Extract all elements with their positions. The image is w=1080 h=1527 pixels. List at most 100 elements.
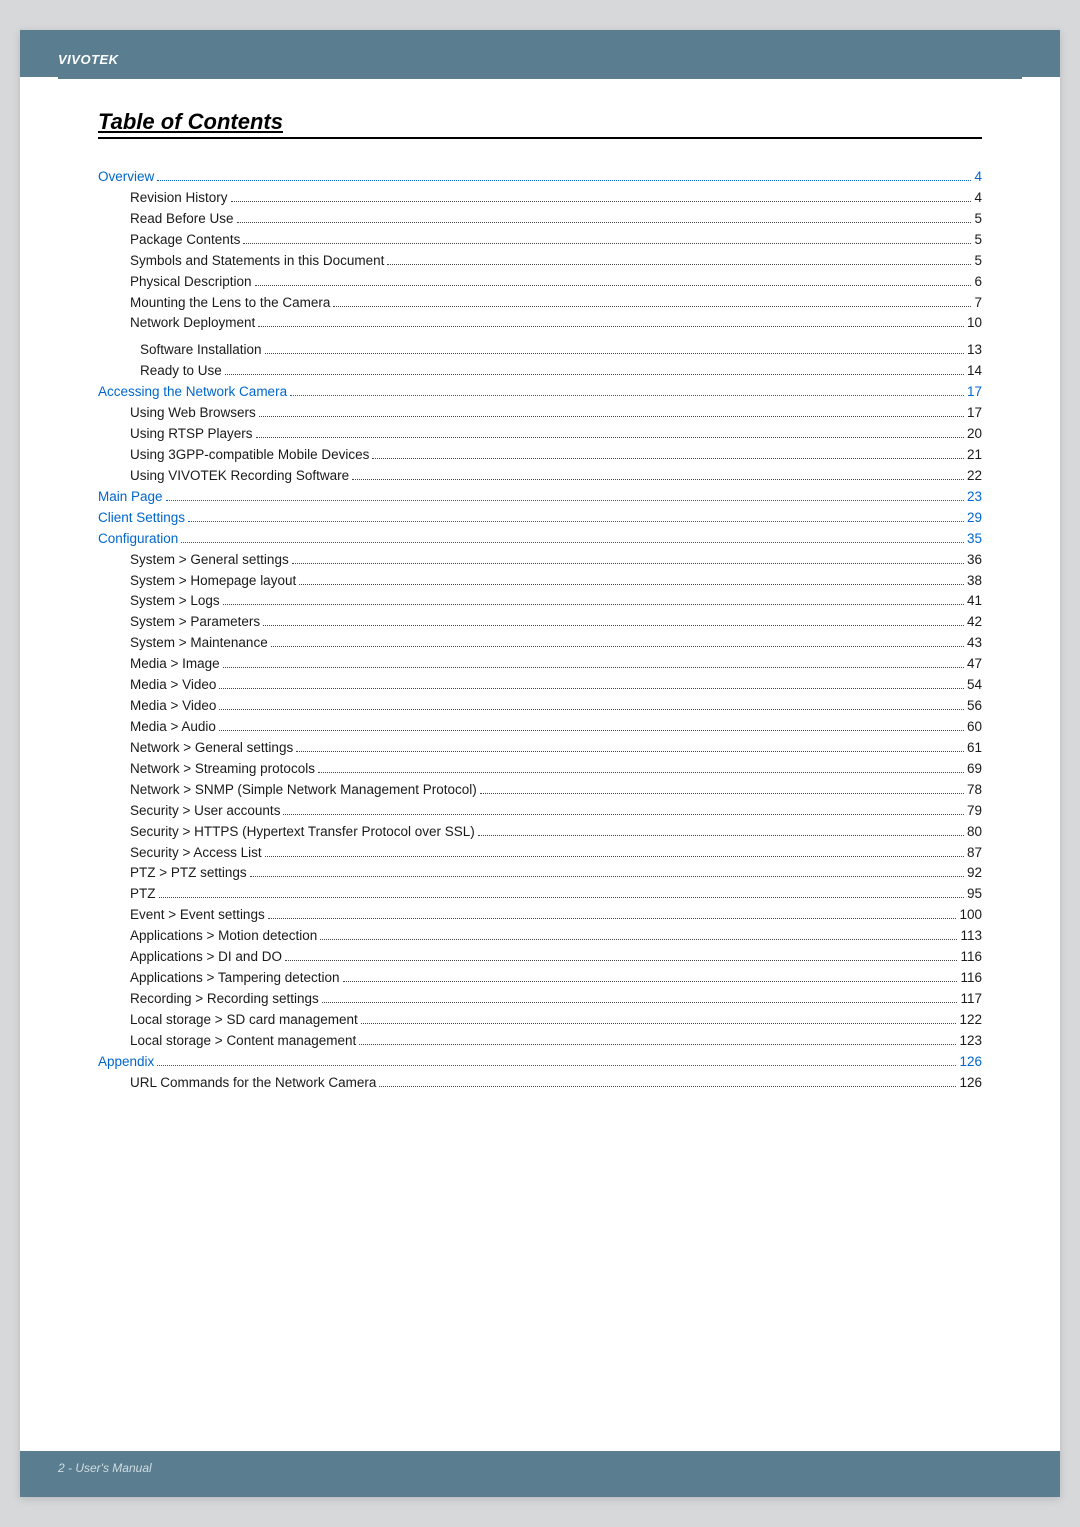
document-page: VIVOTEK Table of Contents Overview4Revis…	[20, 30, 1060, 1497]
toc-page-number: 5	[974, 251, 982, 272]
toc-page-number: 22	[967, 466, 982, 487]
toc-leader-dots	[320, 939, 957, 940]
toc-page-number: 69	[967, 759, 982, 780]
toc-leader-dots	[188, 521, 964, 522]
toc-entry: Using Web Browsers17	[98, 403, 982, 424]
toc-leader-dots	[299, 584, 964, 585]
toc-leader-dots	[157, 180, 971, 181]
toc-leader-dots	[256, 437, 964, 438]
toc-label: Security > HTTPS (Hypertext Transfer Pro…	[130, 822, 475, 843]
toc-leader-dots	[231, 201, 972, 202]
toc-entry: Software Installation13	[98, 340, 982, 361]
toc-page-number: 116	[960, 968, 982, 989]
toc-entry: PTZ95	[98, 884, 982, 905]
toc-entry: Local storage > SD card management122	[98, 1010, 982, 1031]
header-bar: VIVOTEK	[20, 30, 1060, 77]
toc-leader-dots	[219, 730, 964, 731]
toc-page-number: 10	[967, 313, 982, 334]
toc-page-number: 113	[960, 926, 982, 947]
toc-leader-dots	[361, 1023, 957, 1024]
toc-label: Package Contents	[130, 230, 240, 251]
toc-entry: System > Homepage layout 38	[98, 571, 982, 592]
toc-label: System > Homepage layout	[130, 571, 296, 592]
brand-text: VIVOTEK	[58, 52, 119, 67]
toc-section-link[interactable]: Client Settings29	[98, 508, 982, 529]
toc-entry: System > Maintenance43	[98, 633, 982, 654]
toc-entry: System > Logs41	[98, 591, 982, 612]
toc-section-link[interactable]: Overview4	[98, 167, 982, 188]
toc-entry: Revision History4	[98, 188, 982, 209]
toc-label: Physical Description	[130, 272, 252, 293]
toc-page-number: 43	[967, 633, 982, 654]
toc-page-number: 4	[974, 167, 982, 188]
toc-leader-dots	[265, 856, 964, 857]
toc-label: Local storage > SD card management	[130, 1010, 358, 1031]
toc-page-number: 92	[967, 863, 982, 884]
toc-page-number: 17	[967, 403, 982, 424]
toc-label: Client Settings	[98, 508, 185, 529]
toc-label: Network Deployment	[130, 313, 255, 334]
toc-label: Local storage > Content management	[130, 1031, 356, 1052]
toc-leader-dots	[243, 243, 971, 244]
toc-page-number: 7	[974, 293, 982, 314]
toc-section-link[interactable]: Main Page23	[98, 487, 982, 508]
footer-text: 2 - User's Manual	[58, 1461, 152, 1475]
toc-label: Appendix	[98, 1052, 154, 1073]
toc-page-number: 87	[967, 843, 982, 864]
toc-page-number: 23	[967, 487, 982, 508]
toc-page-number: 5	[974, 230, 982, 251]
toc-leader-dots	[318, 772, 964, 773]
toc-leader-dots	[259, 416, 964, 417]
toc-label: Configuration	[98, 529, 178, 550]
toc-section-link[interactable]: Appendix126	[98, 1052, 982, 1073]
toc-entry: Applications > DI and DO116	[98, 947, 982, 968]
toc-leader-dots	[219, 688, 964, 689]
toc-label: URL Commands for the Network Camera	[130, 1073, 376, 1094]
toc-leader-dots	[223, 667, 964, 668]
toc-label: System > Logs	[130, 591, 220, 612]
toc-label: Media > Image	[130, 654, 220, 675]
toc-leader-dots	[225, 374, 964, 375]
toc-entry: Network Deployment 10	[98, 313, 982, 334]
toc-page-number: 95	[967, 884, 982, 905]
toc-page-number: 56	[967, 696, 982, 717]
toc-entry: System > General settings36	[98, 550, 982, 571]
toc-leader-dots	[290, 395, 964, 396]
toc-leader-dots	[285, 960, 958, 961]
toc-leader-dots	[478, 835, 964, 836]
toc-page-number: 36	[967, 550, 982, 571]
toc-section-link[interactable]: Accessing the Network Camera 17	[98, 382, 982, 403]
toc-label: Revision History	[130, 188, 228, 209]
toc-label: Security > Access List	[130, 843, 262, 864]
toc-label: Read Before Use	[130, 209, 234, 230]
toc-entry: Local storage > Content management123	[98, 1031, 982, 1052]
toc-entry: Event > Event settings100	[98, 905, 982, 926]
toc-leader-dots	[271, 646, 964, 647]
toc-entry: Using VIVOTEK Recording Software22	[98, 466, 982, 487]
toc-leader-dots	[343, 981, 958, 982]
toc-entry: System > Parameters 42	[98, 612, 982, 633]
toc-entry: Applications > Motion detection113	[98, 926, 982, 947]
toc-page-number: 117	[960, 989, 982, 1010]
toc-page-number: 17	[967, 382, 982, 403]
toc-page-number: 6	[974, 272, 982, 293]
toc-entry: Applications > Tampering detection 116	[98, 968, 982, 989]
toc-page-number: 42	[967, 612, 982, 633]
toc-section-link[interactable]: Configuration35	[98, 529, 982, 550]
toc-label: Media > Video	[130, 696, 216, 717]
toc-page-number: 116	[960, 947, 982, 968]
toc-leader-dots	[263, 625, 964, 626]
toc-entry: Security > User accounts79	[98, 801, 982, 822]
toc-page-number: 78	[967, 780, 982, 801]
toc-label: Event > Event settings	[130, 905, 265, 926]
toc-label: Network > General settings	[130, 738, 293, 759]
toc-page-number: 47	[967, 654, 982, 675]
toc-leader-dots	[268, 918, 957, 919]
toc-leader-dots	[352, 479, 964, 480]
toc-label: Security > User accounts	[130, 801, 280, 822]
toc-entry: Media > Image 47	[98, 654, 982, 675]
toc-leader-dots	[359, 1044, 956, 1045]
toc-entry: Mounting the Lens to the Camera7	[98, 293, 982, 314]
toc-page-number: 54	[967, 675, 982, 696]
toc-label: Accessing the Network Camera	[98, 382, 287, 403]
